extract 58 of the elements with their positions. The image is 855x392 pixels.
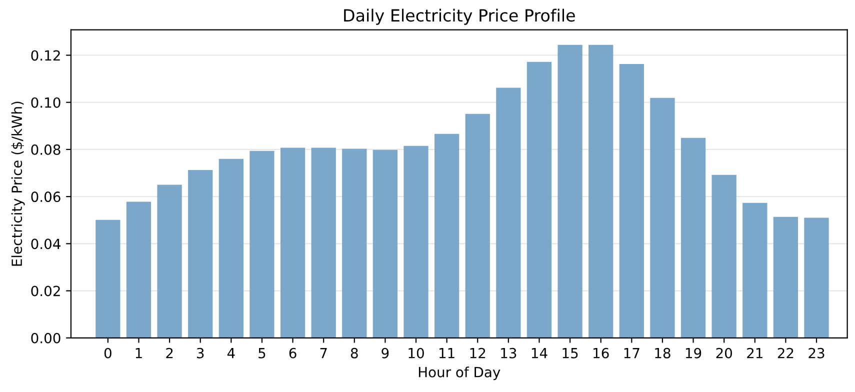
bar (742, 202, 768, 338)
x-tick-label: 1 (136, 348, 142, 358)
x-tick-label: 15 (562, 348, 578, 358)
bar (342, 148, 367, 338)
x-tick-label: 21 (747, 348, 762, 358)
y-tick-label: 0.06 (31, 192, 60, 202)
y-tick-label: 0.08 (31, 144, 60, 155)
x-tick-label: 4 (227, 348, 235, 358)
x-tick-label: 13 (501, 348, 516, 358)
x-tick-label: 3 (196, 348, 204, 358)
x-tick-label: 2 (166, 348, 173, 358)
x-tick-label: 19 (686, 348, 702, 358)
bar (157, 184, 182, 338)
bar (188, 170, 213, 338)
y-tick-label: 0.10 (31, 97, 60, 108)
x-tick-label: 10 (408, 348, 424, 358)
bar (372, 150, 398, 338)
bar (465, 114, 490, 338)
x-tick-label: 7 (320, 348, 327, 358)
bar (712, 174, 736, 338)
bar (619, 64, 644, 338)
bar (280, 148, 306, 338)
x-tick-label: 5 (258, 348, 266, 358)
x-tick-label: 16 (594, 348, 609, 358)
x-tick-label: 18 (655, 348, 670, 358)
chart-title: Daily Electricity Price Profile (344, 8, 575, 25)
x-tick-label: 6 (289, 348, 296, 358)
bar (496, 88, 521, 338)
x-tick-label: 11 (440, 348, 454, 358)
x-tick-label: 14 (532, 348, 548, 358)
bar (250, 150, 274, 338)
y-tick-label: 0.02 (31, 286, 60, 296)
bar (404, 146, 428, 338)
bar (218, 158, 244, 338)
x-tick-label: 23 (808, 348, 824, 358)
x-tick-label: 17 (624, 348, 640, 358)
x-tick-label: 20 (716, 348, 732, 358)
bar (804, 218, 829, 338)
x-tick-label: 22 (778, 348, 794, 358)
y-tick-label: 0.00 (31, 332, 60, 344)
x-tick-label: 12 (470, 348, 486, 358)
x-tick-label: 8 (350, 348, 358, 358)
bar (773, 216, 798, 338)
y-tick-label: 0.12 (31, 50, 60, 61)
bar (588, 44, 614, 338)
y-tick-label: 0.04 (31, 238, 60, 250)
bar (311, 148, 336, 338)
bar (680, 138, 706, 338)
x-axis-title: Hour of Day (418, 366, 500, 380)
bar (558, 44, 582, 338)
bar (650, 98, 675, 338)
x-tick-label: 0 (104, 348, 112, 358)
bar (526, 62, 552, 338)
x-tick-label: 9 (382, 348, 389, 358)
y-axis-title: Electricity Price ($/kWh) (11, 102, 25, 266)
bar (434, 134, 460, 338)
bar (96, 220, 120, 338)
bar (126, 202, 152, 338)
